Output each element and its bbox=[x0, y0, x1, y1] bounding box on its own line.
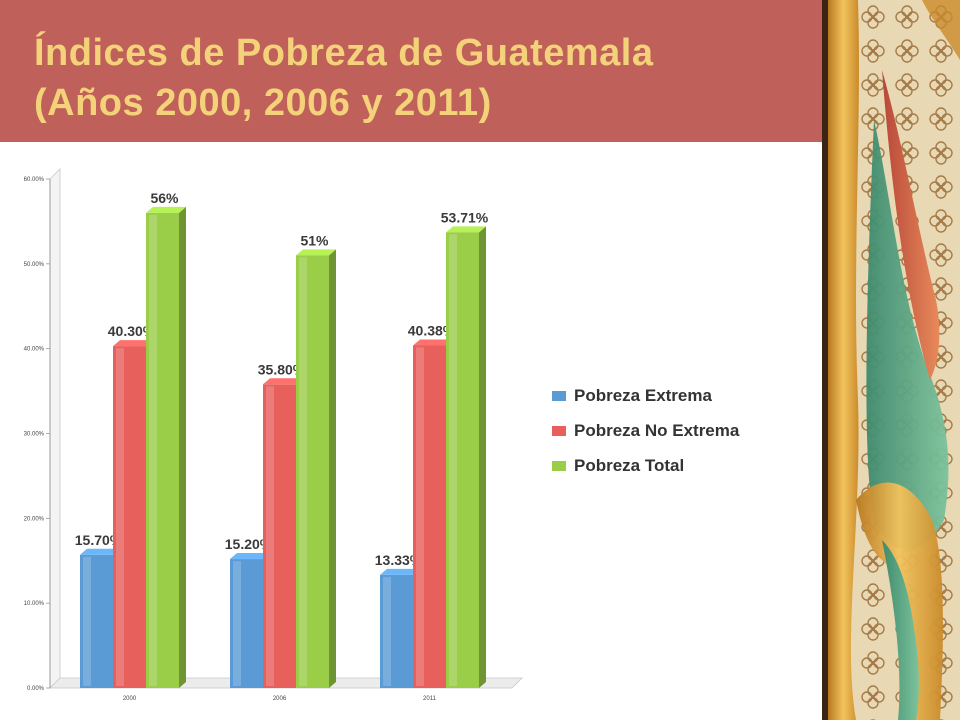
y-tick-label: 0.00% bbox=[27, 686, 45, 692]
x-tick-label: 2011 bbox=[423, 696, 437, 702]
data-label: 51% bbox=[300, 232, 329, 248]
data-label: 53.71% bbox=[441, 209, 489, 225]
chart-panel: 0.00% 10.00% 20.00% 30.00% 40.00% 50.00% 60.00… bbox=[0, 142, 822, 720]
bar-pobreza-total-2000 bbox=[146, 212, 179, 688]
data-label: 15.70% bbox=[75, 532, 123, 548]
y-tick-label: 20.00% bbox=[24, 516, 45, 522]
bar-top-face bbox=[146, 206, 186, 213]
y-tick-label: 60.00% bbox=[24, 177, 45, 183]
slide-title-line1: Índices de Pobreza de Guatemala bbox=[34, 32, 654, 74]
bar-top-face bbox=[230, 553, 270, 560]
y-tick-label: 30.00% bbox=[24, 432, 45, 438]
bar-top-face bbox=[446, 226, 486, 233]
bar-pobreza-no-extrema-2000 bbox=[113, 346, 146, 688]
bar-top-face bbox=[296, 249, 336, 256]
bar-pobreza-extrema-2006 bbox=[230, 559, 263, 688]
bar-highlight bbox=[383, 576, 391, 686]
legend-label: Pobreza Total bbox=[574, 456, 684, 475]
bar-top-face bbox=[380, 568, 420, 575]
y-tick-label: 10.00% bbox=[24, 601, 45, 607]
floral-pattern-image bbox=[822, 0, 960, 720]
data-label: 15.20% bbox=[225, 536, 273, 552]
bar-top-face bbox=[413, 339, 453, 346]
bar-top-face bbox=[113, 340, 153, 347]
y-tick-label: 50.00% bbox=[24, 262, 45, 268]
title-band: Índices de Pobreza de Guatemala (Años 20… bbox=[0, 0, 828, 142]
bar-side-face bbox=[329, 249, 336, 688]
data-label: 56% bbox=[150, 190, 179, 206]
bar-top-face bbox=[263, 378, 303, 385]
bar-highlight bbox=[233, 561, 241, 686]
decorative-border bbox=[822, 0, 960, 720]
bar-pobreza-no-extrema-2011 bbox=[413, 345, 446, 688]
bar-chart: 0.00% 10.00% 20.00% 30.00% 40.00% 50.00% 60.00… bbox=[24, 168, 740, 702]
bar-highlight bbox=[266, 386, 274, 686]
bar-pobreza-total-2011 bbox=[446, 232, 479, 688]
legend-label: Pobreza Extrema bbox=[574, 386, 712, 405]
legend-swatch-pobreza-no-extrema bbox=[552, 426, 566, 436]
bar-side-face bbox=[179, 206, 186, 688]
bar-pobreza-extrema-2000 bbox=[80, 554, 113, 688]
bar-top-face bbox=[80, 548, 120, 555]
legend-swatch-pobreza-total bbox=[552, 461, 566, 471]
bar-pobreza-extrema-2011 bbox=[380, 574, 413, 688]
bar-highlight bbox=[83, 556, 91, 686]
y-tick-label: 40.00% bbox=[24, 347, 45, 353]
bar-pobreza-no-extrema-2006 bbox=[263, 384, 296, 688]
legend-label: Pobreza No Extrema bbox=[574, 421, 740, 440]
bar-highlight bbox=[149, 214, 157, 686]
data-label: 35.80% bbox=[258, 361, 306, 377]
legend-swatch-pobreza-extrema bbox=[552, 391, 566, 401]
data-label: 40.30% bbox=[108, 323, 156, 339]
bar-pobreza-total-2006 bbox=[296, 255, 329, 688]
bar-highlight bbox=[449, 234, 457, 686]
bar-side-face bbox=[479, 226, 486, 688]
slide-title-line2: (Años 2000, 2006 y 2011) bbox=[34, 82, 492, 124]
data-label: 13.33% bbox=[375, 552, 423, 568]
bar-highlight bbox=[116, 348, 124, 686]
bar-highlight bbox=[299, 257, 307, 686]
slide-title: Índices de Pobreza de Guatemala (Años 20… bbox=[34, 28, 814, 128]
axis-side-wall bbox=[49, 168, 61, 689]
x-tick-label: 2000 bbox=[123, 696, 137, 702]
data-label: 40.38% bbox=[408, 322, 456, 338]
x-tick-label: 2006 bbox=[273, 696, 287, 702]
bar-highlight bbox=[416, 347, 424, 686]
